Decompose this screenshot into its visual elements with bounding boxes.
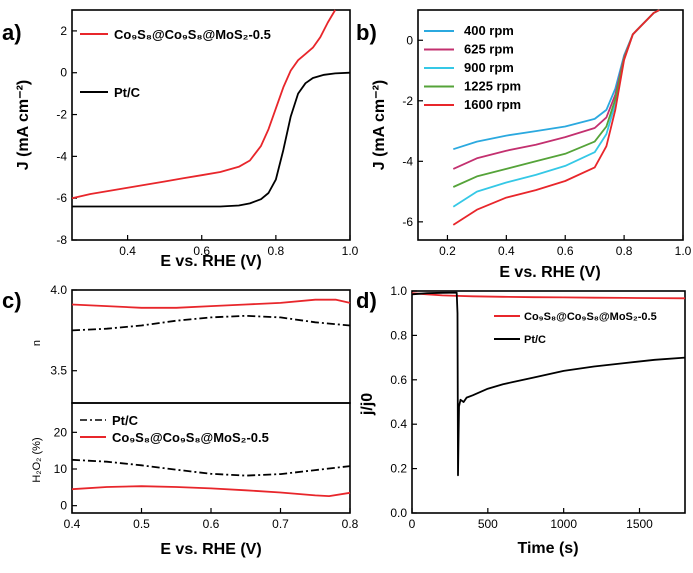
panel-a-lines bbox=[71, 9, 351, 208]
chart1-xtick-label-0: 0.2 bbox=[439, 244, 456, 258]
chart0-xtick-label-3: 1.0 bbox=[342, 244, 359, 258]
panel-a-legend-label-1: Co₉S₈@Co₉S₈@MoS₂-0.5 bbox=[114, 27, 271, 42]
panel-b-xlabel: E vs. RHE (V) bbox=[499, 264, 600, 281]
chart4-xtick-label-1: 500 bbox=[478, 517, 498, 531]
chart4-ytick-label-5: 1.0 bbox=[390, 284, 407, 298]
chart1-xtick-label-4: 1.0 bbox=[675, 244, 692, 258]
chart4-xtick-label-2: 1000 bbox=[550, 517, 577, 531]
chart2-series-1-line bbox=[71, 314, 351, 332]
chart1-ytick-label-3: 0 bbox=[406, 33, 413, 47]
panel-c: c) 3.5 4.0 0.4 0.5 0.6 0.7 0.8 0 10 20 n H₂O₂ (%… bbox=[2, 283, 359, 558]
panel-d: d) 0 500 1000 1500 0.0 0.2 0.4 0.6 0.8 1.0 Time (… bbox=[356, 284, 686, 557]
panel-b: b) 0.2 0.4 0.6 0.8 1.0-6-4-20 E vs. RHE (V) … bbox=[356, 9, 692, 281]
chart1-xtick-label-2: 0.6 bbox=[557, 244, 574, 258]
panel-b-legend-label-2: 625 rpm bbox=[464, 42, 514, 57]
chart0-ytick-label-4: 0 bbox=[60, 66, 67, 80]
chart0-xtick-label-1: 0.6 bbox=[193, 244, 210, 258]
chart1-xtick-label-1: 0.4 bbox=[498, 244, 515, 258]
panel-a-ylabel: J (mA cm⁻²) bbox=[15, 80, 32, 171]
panel-b-legend-label-3: 900 rpm bbox=[464, 60, 514, 75]
chart1-series-4-line bbox=[452, 9, 660, 226]
chart0-ytick-label-1: -6 bbox=[56, 191, 67, 205]
panel-b-lines bbox=[452, 9, 660, 226]
panel-b-legend-label-5: 1600 rpm bbox=[464, 97, 521, 112]
panel-c-legend-label-2: Co₉S₈@Co₉S₈@MoS₂-0.5 bbox=[112, 430, 269, 445]
chart3-ytick-label-0: 0 bbox=[60, 499, 67, 513]
chart4-ytick-label-1: 0.2 bbox=[390, 462, 407, 476]
chart0-series-0-line bbox=[71, 9, 336, 200]
panel-c-bottom-lines bbox=[71, 458, 351, 498]
chart4-ytick-label-2: 0.4 bbox=[390, 417, 407, 431]
chart1-ytick-label-2: -2 bbox=[402, 94, 413, 108]
chart4-ytick-label-4: 0.8 bbox=[390, 328, 407, 342]
panel-b-ticks: 0.2 0.4 0.6 0.8 1.0 -6 -4 -2 0 bbox=[402, 33, 691, 258]
chart3-ytick-label-2: 20 bbox=[54, 425, 68, 439]
chart0-ytick-label-2: -4 bbox=[56, 149, 67, 163]
chart4-ytick-label-3: 0.6 bbox=[390, 373, 407, 387]
panel-a: a) 0.4 0.6 0.8 1.0-8-6-4-202 E vs. RHE (V) … bbox=[2, 9, 359, 270]
panel-c-top-ylabel: n bbox=[31, 340, 43, 346]
panel-a-legend-label-2: Pt/C bbox=[114, 85, 141, 100]
panel-d-frame bbox=[411, 290, 686, 514]
chart3-ytick-label-1: 10 bbox=[54, 462, 68, 476]
panel-d-xlabel: Time (s) bbox=[517, 540, 578, 557]
panel-d-ylabel: j/j0 bbox=[359, 393, 376, 416]
panel-b-legend-label-1: 400 rpm bbox=[464, 23, 514, 38]
panel-c-bottom-ylabel: H₂O₂ (%) bbox=[31, 437, 43, 482]
panel-c-xlabel: E vs. RHE (V) bbox=[160, 541, 261, 558]
chart1-ytick-label-0: -6 bbox=[402, 215, 413, 229]
panel-a-ticks: 0.4 0.6 0.8 1.0 -8 -6 -4 -2 0 2 bbox=[56, 24, 358, 258]
panel-c-top-ticks: 3.5 4.0 bbox=[50, 283, 77, 378]
chart0-series-1-line bbox=[72, 71, 351, 208]
panel-c-label: c) bbox=[2, 288, 22, 313]
chart0-xtick-label-2: 0.8 bbox=[268, 244, 285, 258]
chart3-xtick-label-0: 0.4 bbox=[64, 517, 81, 531]
panel-d-ticks: 0 500 1000 1500 0.0 0.2 0.4 0.6 0.8 1.0 bbox=[390, 284, 653, 531]
chart0-xtick-label-0: 0.4 bbox=[119, 244, 136, 258]
chart3-xtick-label-3: 0.7 bbox=[272, 517, 289, 531]
panel-a-frame bbox=[71, 9, 351, 241]
chart4-xtick-label-0: 0 bbox=[409, 517, 416, 531]
chart2-ytick-label-1: 4.0 bbox=[50, 283, 67, 297]
panel-c-legend-label-1: Pt/C bbox=[112, 413, 139, 428]
chart0-ytick-label-0: -8 bbox=[56, 233, 67, 247]
chart3-xtick-label-2: 0.6 bbox=[203, 517, 220, 531]
panel-d-label: d) bbox=[356, 288, 377, 313]
chart4-ytick-label-0: 0.0 bbox=[390, 506, 407, 520]
chart3-xtick-label-1: 0.5 bbox=[133, 517, 150, 531]
panel-a-label: a) bbox=[2, 20, 22, 45]
panel-b-frame bbox=[417, 9, 684, 241]
chart0-ytick-label-5: 2 bbox=[60, 24, 67, 38]
chart4-xtick-label-3: 1500 bbox=[626, 517, 653, 531]
chart3-xtick-label-4: 0.8 bbox=[342, 517, 359, 531]
chart0-ytick-label-3: -2 bbox=[56, 108, 67, 122]
panel-c-top-lines bbox=[71, 298, 351, 332]
panel-a-xlabel: E vs. RHE (V) bbox=[160, 253, 261, 270]
chart1-xtick-label-3: 0.8 bbox=[616, 244, 633, 258]
panel-d-lines bbox=[411, 291, 686, 477]
chart2-ytick-label-0: 3.5 bbox=[50, 364, 67, 378]
panel-d-legend-label-1: Co₉S₈@Co₉S₈@MoS₂-0.5 bbox=[524, 311, 657, 323]
chart2-series-0-line bbox=[71, 298, 351, 309]
panel-d-legend-label-2: Pt/C bbox=[524, 334, 546, 346]
chart4-series-1-line bbox=[411, 291, 686, 477]
panel-b-legend: 400 rpm 625 rpm 900 rpm 1225 rpm 1600 rpm bbox=[424, 23, 521, 112]
panel-c-bottom-ticks: 0.4 0.5 0.6 0.7 0.8 0 10 20 bbox=[54, 425, 359, 531]
panel-b-ylabel: J (mA cm⁻²) bbox=[371, 80, 388, 171]
panel-b-label: b) bbox=[356, 20, 377, 45]
panel-b-legend-label-4: 1225 rpm bbox=[464, 79, 521, 94]
chart3-series-1-line bbox=[71, 485, 351, 498]
chart1-ytick-label-1: -4 bbox=[402, 154, 413, 168]
chart3-series-0-line bbox=[71, 458, 351, 477]
chart4-series-0-line bbox=[411, 292, 686, 300]
